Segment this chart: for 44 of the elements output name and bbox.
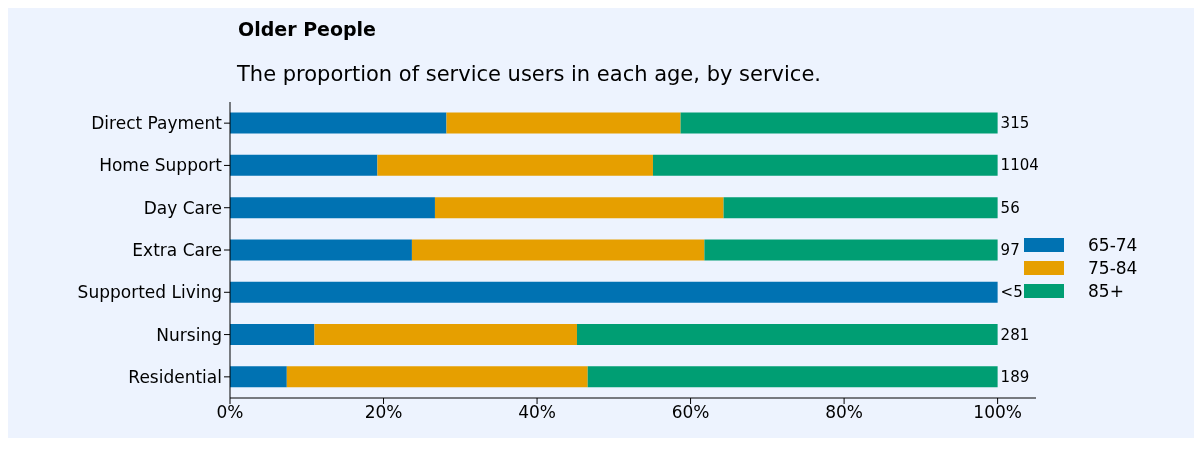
x-tick-label: 60% (671, 402, 710, 423)
bar (230, 281, 998, 303)
legend-label: 85+ (1088, 281, 1124, 301)
bar (230, 239, 412, 261)
bar (411, 239, 705, 261)
y-tick-label: Extra Care (132, 240, 222, 261)
bar (286, 366, 588, 388)
y-tick-label: Day Care (143, 197, 222, 218)
bar (314, 324, 577, 345)
bar (377, 154, 653, 176)
bar (587, 366, 998, 388)
x-tick-label: 40% (518, 402, 556, 423)
chart-subtitle: The proportion of service users in each age, by service. (236, 61, 822, 88)
bar (230, 112, 447, 134)
y-tick-label: Supported Living (77, 282, 222, 303)
legend-label: 75-84 (1088, 258, 1138, 278)
bar (434, 197, 724, 219)
legend-label: 65-74 (1088, 235, 1138, 255)
bar (704, 239, 998, 261)
bar (230, 154, 378, 176)
y-tick-label: Direct Payment (91, 113, 223, 134)
bar (230, 197, 435, 219)
y-tick-label: Home Support (99, 155, 223, 176)
annotation: <5 (1000, 283, 1023, 302)
x-tick-label: 80% (825, 402, 863, 423)
bar (723, 197, 998, 219)
bar (230, 324, 315, 345)
annotation: 315 (1000, 114, 1030, 133)
y-tick-label: Residential (128, 366, 222, 387)
chart-title: Older People (237, 17, 377, 42)
bar (680, 112, 998, 134)
y-tick-label: Nursing (156, 324, 222, 345)
bar (576, 324, 998, 345)
annotation: 97 (1000, 241, 1020, 259)
annotation: 56 (1000, 198, 1020, 217)
x-tick-label: 0% (216, 402, 244, 423)
bar (446, 112, 681, 134)
annotation: 1104 (1000, 156, 1039, 175)
annotation: 281 (1000, 325, 1030, 344)
bar (230, 366, 287, 388)
x-tick-label: 100% (973, 402, 1022, 423)
bar (652, 154, 998, 176)
x-tick-label: 20% (364, 402, 403, 423)
annotation: 189 (1000, 367, 1030, 386)
